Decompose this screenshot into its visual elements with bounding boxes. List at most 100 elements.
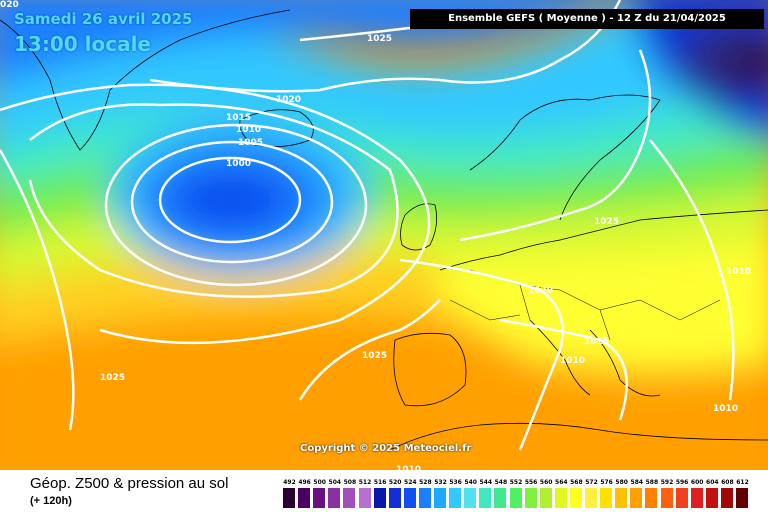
scandinavia-coast <box>469 94 661 221</box>
isobar-label: 1015 <box>226 113 251 123</box>
italy-coast <box>529 319 591 396</box>
model-run-banner: Ensemble GEFS ( Moyenne ) - 12 Z du 21/0… <box>410 9 764 29</box>
legend-cell: 584 <box>630 478 643 508</box>
legend-cell: 548 <box>494 478 507 508</box>
legend-cell: 544 <box>479 478 492 508</box>
legend-swatch <box>494 488 507 508</box>
legend-swatch <box>690 488 703 508</box>
legend-value: 600 <box>690 479 704 486</box>
corner-isobar-value: 020 <box>0 0 19 10</box>
legend-cell: 580 <box>615 478 628 508</box>
legend-swatch <box>298 488 311 508</box>
iberia-coast <box>393 332 467 407</box>
product-title: Géop. Z500 & pression au sol <box>30 475 229 492</box>
legend-value: 580 <box>615 479 628 486</box>
legend-swatch <box>720 488 733 508</box>
coastlines <box>0 9 768 451</box>
isobar-1025-south <box>298 299 441 401</box>
legend-swatch <box>449 488 462 508</box>
legend-cell: 508 <box>343 478 356 508</box>
legend-value: 516 <box>373 479 387 486</box>
isobar-1015-east <box>499 318 628 421</box>
isobar-label: 1010 <box>396 465 421 470</box>
legend-value: 564 <box>555 479 568 486</box>
legend-swatch <box>328 488 341 508</box>
lead-time: (+ 120h) <box>30 495 72 507</box>
legend-value: 544 <box>479 479 493 486</box>
greenland-coast <box>0 9 291 151</box>
legend-swatch <box>509 488 522 508</box>
isobar-label: 1010 <box>713 404 738 414</box>
legend-cell: 536 <box>449 478 462 508</box>
legend-value: 548 <box>494 479 508 486</box>
legend-value: 524 <box>404 479 417 486</box>
isobar-1005 <box>130 140 334 264</box>
forecast-local-time: 13:00 locale <box>14 32 151 56</box>
legend-cell: 532 <box>434 478 447 508</box>
legend-value: 520 <box>388 479 402 486</box>
isobars <box>0 0 735 451</box>
isobar-label: 1000 <box>226 159 251 169</box>
legend-value: 608 <box>721 479 734 486</box>
isobar-label: 1020 <box>276 95 301 105</box>
legend-value: 540 <box>464 479 477 486</box>
legend-swatch <box>585 488 597 508</box>
legend-cell: 524 <box>403 478 417 508</box>
isobar-label: 1010 <box>236 125 261 135</box>
legend-value: 584 <box>630 479 644 486</box>
legend-cell: 556 <box>524 478 538 508</box>
legend-value: 496 <box>298 479 311 486</box>
isobar-label: 1025 <box>362 351 387 361</box>
legend-cell: 596 <box>675 478 689 508</box>
legend-value: 592 <box>660 479 674 486</box>
isobar-label: 1015 <box>584 337 609 347</box>
legend-value: 572 <box>585 479 598 486</box>
color-scale-legend: 492 496 500 504 508 512 516 520 524 528 532 536 540 5… <box>283 478 751 508</box>
isobar-label: 1025 <box>100 373 125 383</box>
legend-swatch <box>645 488 658 508</box>
isobar-1015 <box>28 103 399 298</box>
legend-swatch <box>283 488 295 508</box>
legend-value: 508 <box>343 479 357 486</box>
legend-cell: 512 <box>358 478 372 508</box>
legend-cell: 528 <box>418 478 432 508</box>
legend-cell: 588 <box>645 478 658 508</box>
legend-cell: 564 <box>554 478 568 508</box>
legend-cell: 560 <box>539 478 553 508</box>
isobar-1025-east <box>459 49 652 242</box>
europe-coast <box>439 209 768 271</box>
legend-value: 588 <box>645 479 659 486</box>
balkans-coast <box>589 329 661 397</box>
legend-cell: 604 <box>705 478 719 508</box>
isobar-1020-west <box>0 83 431 345</box>
legend-cell: 600 <box>690 478 704 508</box>
isobar-1025-west <box>0 149 75 431</box>
footer-bar: Géop. Z500 & pression au sol (+ 120h) 49… <box>0 470 768 512</box>
legend-value: 568 <box>570 479 583 486</box>
legend-swatch <box>675 488 688 508</box>
legend-swatch <box>569 488 582 508</box>
legend-value: 536 <box>449 479 462 486</box>
isobar-1010-east <box>649 139 735 401</box>
isobar-1020-north <box>149 0 622 93</box>
africa-coast <box>389 422 768 451</box>
legend-cell: 500 <box>313 478 326 508</box>
legend-swatch <box>736 488 748 508</box>
legend-cell: 592 <box>660 478 674 508</box>
legend-swatch <box>524 488 537 508</box>
legend-cell: 540 <box>464 478 477 508</box>
legend-value: 596 <box>675 479 689 486</box>
legend-value: 612 <box>736 479 749 486</box>
legend-cell: 504 <box>328 478 341 508</box>
legend-swatch <box>615 488 628 508</box>
legend-value: 560 <box>539 479 553 486</box>
legend-swatch <box>358 488 371 508</box>
forecast-date: Samedi 26 avril 2025 <box>14 10 193 28</box>
isobar-label: 1025 <box>367 34 392 44</box>
legend-value: 576 <box>600 479 613 486</box>
isobar-label: 1010 <box>560 356 585 366</box>
legend-swatch <box>403 488 416 508</box>
legend-value: 504 <box>328 479 342 486</box>
geopotential-map: 1025 1020 1015 1010 1005 1000 1025 1010 … <box>0 0 768 470</box>
legend-cell: 608 <box>720 478 734 508</box>
